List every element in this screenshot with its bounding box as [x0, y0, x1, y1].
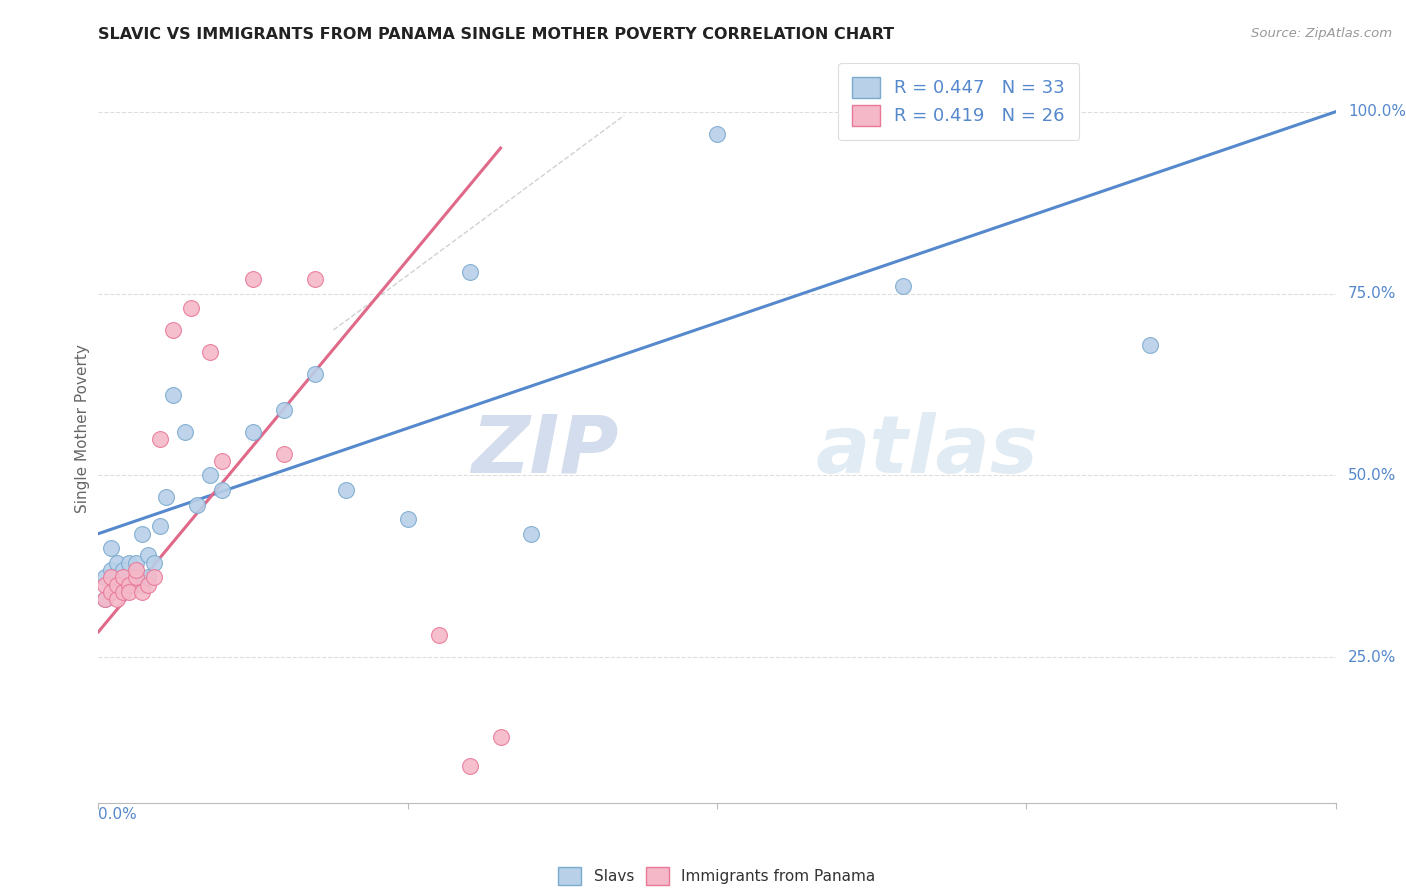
Point	[124, 563, 146, 577]
Point	[304, 367, 326, 381]
Point	[100, 541, 122, 556]
Point	[100, 570, 122, 584]
Text: 0.0%: 0.0%	[98, 806, 138, 822]
Text: 100.0%: 100.0%	[1348, 104, 1406, 120]
Point	[112, 563, 135, 577]
Point	[93, 592, 115, 607]
Point	[118, 584, 141, 599]
Point	[155, 490, 177, 504]
Point	[242, 425, 264, 439]
Point	[124, 556, 146, 570]
Text: atlas: atlas	[815, 411, 1039, 490]
Point	[162, 323, 184, 337]
Point	[100, 563, 122, 577]
Point	[124, 570, 146, 584]
Legend: Slavs, Immigrants from Panama: Slavs, Immigrants from Panama	[551, 860, 883, 892]
Point	[112, 584, 135, 599]
Point	[93, 577, 115, 591]
Point	[273, 447, 295, 461]
Point	[93, 570, 115, 584]
Point	[131, 584, 153, 599]
Point	[458, 759, 481, 773]
Point	[198, 344, 221, 359]
Point	[136, 549, 159, 563]
Point	[186, 498, 208, 512]
Point	[211, 454, 233, 468]
Point	[891, 279, 914, 293]
Point	[93, 592, 115, 607]
Point	[706, 127, 728, 141]
Text: ZIP: ZIP	[471, 411, 619, 490]
Point	[396, 512, 419, 526]
Point	[489, 731, 512, 745]
Point	[143, 556, 166, 570]
Point	[118, 556, 141, 570]
Point	[131, 577, 153, 591]
Y-axis label: Single Mother Poverty: Single Mother Poverty	[75, 343, 90, 513]
Text: 75.0%: 75.0%	[1348, 286, 1396, 301]
Point	[105, 592, 128, 607]
Point	[273, 403, 295, 417]
Text: 50.0%: 50.0%	[1348, 468, 1396, 483]
Point	[242, 272, 264, 286]
Point	[174, 425, 197, 439]
Point	[198, 468, 221, 483]
Point	[143, 570, 166, 584]
Point	[131, 526, 153, 541]
Point	[520, 526, 543, 541]
Point	[118, 577, 141, 591]
Point	[211, 483, 233, 497]
Point	[100, 584, 122, 599]
Text: SLAVIC VS IMMIGRANTS FROM PANAMA SINGLE MOTHER POVERTY CORRELATION CHART: SLAVIC VS IMMIGRANTS FROM PANAMA SINGLE …	[98, 27, 894, 42]
Point	[105, 577, 128, 591]
Point	[335, 483, 357, 497]
Point	[149, 519, 172, 533]
Point	[458, 265, 481, 279]
Point	[180, 301, 202, 315]
Point	[1139, 337, 1161, 351]
Point	[304, 272, 326, 286]
Point	[427, 628, 450, 642]
Point	[112, 584, 135, 599]
Point	[105, 570, 128, 584]
Point	[149, 432, 172, 446]
Point	[105, 556, 128, 570]
Text: Source: ZipAtlas.com: Source: ZipAtlas.com	[1251, 27, 1392, 40]
Point	[136, 577, 159, 591]
Point	[118, 577, 141, 591]
Point	[112, 570, 135, 584]
Text: 25.0%: 25.0%	[1348, 649, 1396, 665]
Point	[162, 388, 184, 402]
Point	[136, 570, 159, 584]
